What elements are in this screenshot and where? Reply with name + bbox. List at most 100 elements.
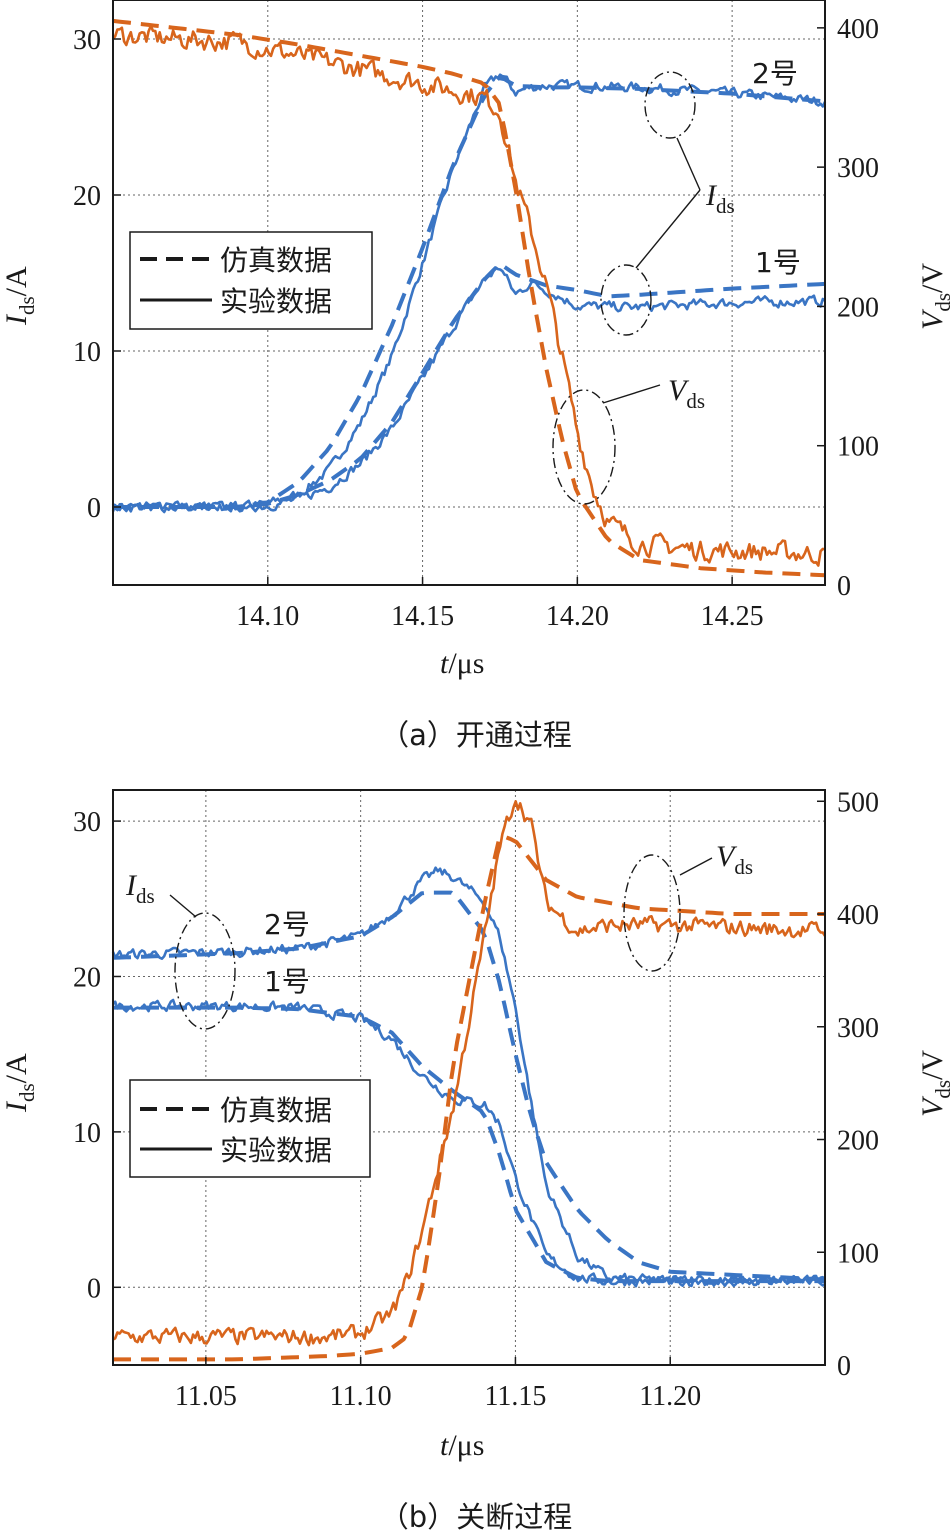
legend-label-sim-b: 仿真数据	[220, 1094, 332, 1127]
y-left-label-a-italic: I	[0, 313, 33, 326]
ids-leader-1-a	[635, 189, 701, 269]
legend-a: 仿真数据 实验数据	[129, 231, 373, 330]
ids-annotation-a-sub: ds	[716, 194, 735, 218]
y-right-label-a: Vds/V	[916, 263, 952, 330]
vds-annotation-b-italic: V	[716, 840, 738, 873]
ids-annotation-a-italic: I	[705, 179, 718, 212]
grid-a	[113, 0, 825, 585]
chart-panel-b: 11.05 11.10 11.15 11.2001020300100200300400…	[0, 787, 952, 1534]
x-tick-label: 11.20	[639, 1381, 701, 1412]
caption-b: （b）关断过程	[380, 1500, 572, 1534]
ids-annotation-b-italic: I	[125, 869, 138, 902]
y-right-tick-label: 100	[837, 432, 879, 463]
caption-a: （a）开通过程	[380, 718, 572, 752]
ticks-b: 11.05 11.10 11.15 11.2001020300100200300400…	[73, 787, 879, 1412]
legend-box-b	[129, 1079, 371, 1178]
plot-frame-b	[112, 789, 826, 1366]
legend-label-sim-a: 仿真数据	[220, 244, 332, 277]
grid-b	[113, 790, 825, 1365]
y-left-tick-label: 20	[73, 181, 101, 212]
x-tick-label: 11.15	[484, 1381, 546, 1412]
vds-dashed-series-5	[112, 18, 826, 578]
y-left-tick-label: 10	[73, 337, 101, 368]
ids-leader-2-a	[676, 137, 701, 191]
y-left-label-a: Ids/A	[0, 266, 39, 326]
vds-leader-b	[679, 857, 713, 876]
annotations-a	[552, 71, 701, 505]
vds-annotation-a-italic: V	[668, 374, 690, 407]
legend-box-a	[129, 231, 373, 330]
series-b	[111, 800, 827, 1362]
x-tick-label: 11.05	[175, 1381, 237, 1412]
y-left-tick-label: 0	[87, 493, 101, 524]
y-right-tick-label: 200	[837, 292, 879, 323]
ids-annotation-a: Ids	[705, 179, 735, 218]
vds-annotation-b: Vds	[716, 840, 753, 879]
vds-annotation-b-sub: ds	[734, 855, 753, 879]
ids-annotation-b-sub: ds	[136, 884, 155, 908]
legend-label-exp-b: 实验数据	[220, 1134, 332, 1167]
y-right-label-b-unit: /V	[916, 1050, 949, 1080]
vds-dashed-series-5	[113, 834, 825, 1362]
plot-frame-a	[112, 0, 826, 586]
series-a	[111, 18, 827, 578]
ids-leader-b	[169, 894, 197, 918]
x-axis-label-b-unit: /μs	[448, 1429, 484, 1462]
y-right-label-b: Vds/V	[916, 1050, 952, 1117]
ids1-ellipse-a	[600, 264, 652, 336]
ids2-ellipse-a	[644, 71, 696, 139]
legend-label-exp-a: 实验数据	[220, 285, 332, 318]
label-2hao-b: 2号	[264, 908, 310, 941]
ids-dashed-series-3	[113, 1005, 825, 1284]
ids-annotation-b: Ids	[125, 869, 155, 908]
x-axis-label-a-unit: /μs	[448, 647, 484, 680]
y-left-tick-label: 10	[73, 1118, 101, 1149]
x-tick-label: 14.10	[236, 601, 299, 632]
vds-leader-a	[602, 384, 661, 404]
vds-annotation-a-sub: ds	[686, 389, 705, 413]
y-right-tick-label: 300	[837, 153, 879, 184]
y-left-label-b-sub: ds	[15, 1083, 39, 1102]
y-left-label-b: Ids/A	[0, 1053, 39, 1113]
vds-ellipse-b	[623, 854, 681, 972]
y-right-tick-label: 200	[837, 1126, 879, 1157]
y-right-tick-label: 500	[837, 787, 879, 818]
ids-dashed-series-1	[112, 890, 826, 1282]
legend-b: 仿真数据 实验数据	[129, 1079, 371, 1178]
label-1hao-b: 1号	[264, 965, 310, 998]
vds-annotation-a: Vds	[668, 374, 705, 413]
y-left-label-a-unit: /A	[0, 266, 33, 296]
y-right-tick-label: 0	[837, 571, 851, 602]
y-left-label-b-unit: /A	[0, 1053, 33, 1083]
x-tick-label: 14.25	[701, 601, 764, 632]
annotations-b	[169, 854, 713, 1030]
plot-area-b	[113, 790, 825, 1365]
x-axis-label-b-italic: t	[440, 1429, 449, 1462]
x-axis-label-a-italic: t	[440, 647, 449, 680]
y-left-label-b-italic: I	[0, 1100, 33, 1113]
x-tick-label: 14.15	[391, 601, 454, 632]
vds-ellipse-a	[552, 389, 616, 505]
label-2hao-a: 2号	[752, 57, 798, 90]
y-right-tick-label: 400	[837, 14, 879, 45]
y-right-label-a-unit: /V	[916, 263, 949, 293]
x-tick-label: 14.20	[546, 601, 609, 632]
y-right-label-a-sub: ds	[931, 293, 952, 312]
label-1hao-a: 1号	[755, 246, 801, 279]
x-axis-label-b: t/μs	[440, 1429, 484, 1462]
ids-ellipse-b	[174, 912, 236, 1030]
y-left-label-a-sub: ds	[15, 296, 39, 315]
y-right-tick-label: 400	[837, 900, 879, 931]
y-right-label-b-sub: ds	[931, 1080, 952, 1099]
y-right-tick-label: 0	[837, 1351, 851, 1382]
y-right-tick-label: 300	[837, 1013, 879, 1044]
chart-panel-a: 14.10 14.15 14.20 14.2501020300100200300400…	[0, 0, 952, 752]
x-axis-label-a: t/μs	[440, 647, 484, 680]
y-right-label-b-italic: V	[916, 1095, 949, 1117]
y-right-tick-label: 100	[837, 1238, 879, 1269]
ids-dashed-series-3	[113, 262, 826, 509]
y-left-tick-label: 30	[73, 25, 101, 56]
vds-solid-series-4	[112, 800, 827, 1347]
